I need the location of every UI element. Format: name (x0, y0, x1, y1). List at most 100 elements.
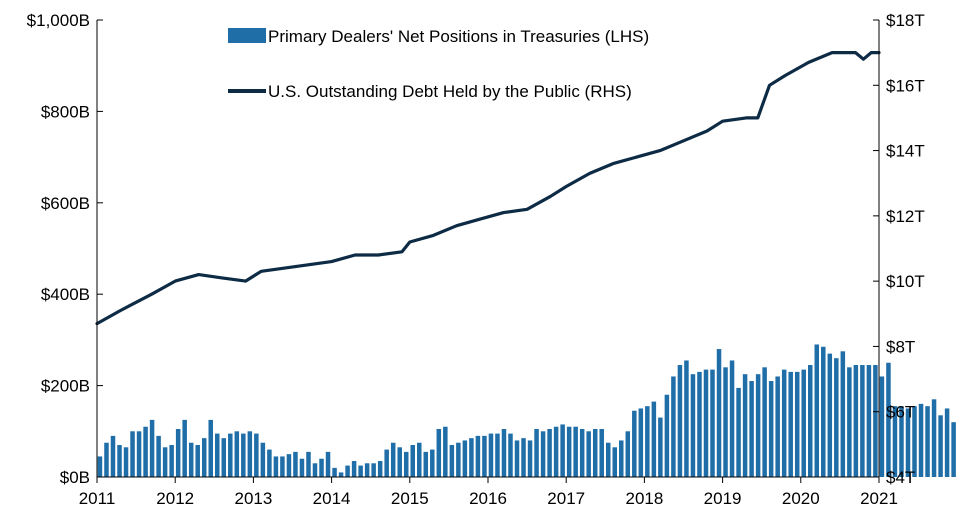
x-axis-tick-label: 2020 (782, 489, 820, 508)
x-axis-tick-label: 2011 (79, 489, 116, 508)
bar (677, 365, 683, 477)
bar (488, 433, 494, 477)
bar (208, 419, 213, 478)
bar (162, 447, 168, 477)
bar (319, 458, 324, 477)
bar (345, 465, 350, 477)
left-axis-tick-label: $0B (60, 468, 90, 487)
x-axis-tick-label: 2019 (704, 489, 742, 508)
left-axis-ticks: $0B $200B $400B $600B $800B $1,000B (27, 11, 103, 487)
bar (918, 403, 924, 477)
bar (130, 431, 135, 477)
bar (951, 422, 956, 477)
bar (417, 442, 422, 477)
bar (332, 467, 337, 477)
bar (625, 431, 631, 477)
bar (104, 442, 109, 477)
bar (286, 454, 292, 477)
bar (364, 463, 370, 477)
bar (697, 371, 702, 477)
bar (280, 456, 285, 477)
bar (156, 435, 161, 477)
bar (423, 451, 429, 477)
bar (879, 376, 885, 477)
bar (371, 463, 376, 477)
bar (397, 447, 402, 477)
bar (599, 429, 604, 477)
bar (410, 445, 415, 477)
bar (768, 381, 774, 477)
bar (306, 451, 311, 477)
bar (592, 429, 598, 477)
bar (553, 426, 559, 477)
bar (149, 419, 155, 478)
left-axis-tick-label: $1,000B (27, 11, 90, 30)
bar (508, 433, 513, 477)
bar (814, 344, 820, 477)
bar (931, 399, 937, 477)
bar (775, 376, 780, 477)
x-axis-tick-label: 2021 (860, 489, 898, 508)
bar (449, 445, 455, 477)
bar (123, 447, 129, 477)
bar (97, 456, 103, 477)
bar (664, 394, 670, 477)
bar (755, 374, 761, 477)
bar (808, 365, 813, 477)
left-axis-tick-label: $600B (41, 194, 90, 213)
right-axis-ticks: $4T $6T $8T $10T $12T $14T $16T $18T (873, 11, 925, 487)
bar (944, 408, 950, 477)
bar (566, 426, 572, 477)
bar (169, 445, 174, 477)
bar (430, 449, 435, 477)
bar (501, 429, 507, 477)
left-axis-tick-label: $400B (41, 285, 90, 304)
bar (729, 360, 735, 477)
bar (254, 433, 259, 477)
right-axis-tick-label: $12T (886, 207, 925, 226)
bar (853, 365, 859, 477)
bar (925, 406, 930, 477)
x-axis-tick-label: 2012 (156, 489, 194, 508)
left-axis-tick-label: $200B (41, 377, 90, 396)
bar (912, 406, 917, 477)
legend-bar-swatch (228, 28, 266, 43)
bar (267, 449, 272, 477)
bar (143, 426, 148, 477)
right-axis-tick-label: $16T (886, 76, 925, 95)
bar (338, 472, 344, 477)
right-axis-tick-label: $8T (886, 337, 915, 356)
x-axis-tick-label: 2015 (391, 489, 429, 508)
bar (456, 442, 461, 477)
bar (827, 353, 833, 477)
bar (247, 431, 253, 477)
bar (866, 365, 872, 477)
legend-bar-label: Primary Dealers' Net Positions in Treasu… (268, 27, 649, 46)
bar (175, 429, 181, 477)
bar (514, 440, 520, 477)
bar (521, 438, 526, 477)
bar (847, 367, 852, 477)
bar (645, 406, 650, 477)
right-axis-tick-label: $4T (886, 468, 915, 487)
bar (619, 440, 624, 477)
bar (821, 346, 826, 477)
legend-line-label: U.S. Outstanding Debt Held by the Public… (268, 82, 632, 101)
bar (377, 461, 383, 477)
bar (710, 369, 715, 477)
debt-line-series (95, 51, 881, 326)
bar (215, 433, 220, 477)
bar (228, 433, 233, 477)
bar (762, 367, 767, 477)
bar (605, 442, 611, 477)
bar (312, 463, 318, 477)
bar (475, 435, 481, 477)
bar (273, 456, 279, 477)
bar (195, 445, 200, 477)
x-axis-tick-label: 2013 (234, 489, 272, 508)
bar (436, 429, 442, 477)
right-axis-tick-label: $6T (886, 403, 915, 422)
bar (892, 406, 898, 477)
bar (358, 465, 363, 477)
